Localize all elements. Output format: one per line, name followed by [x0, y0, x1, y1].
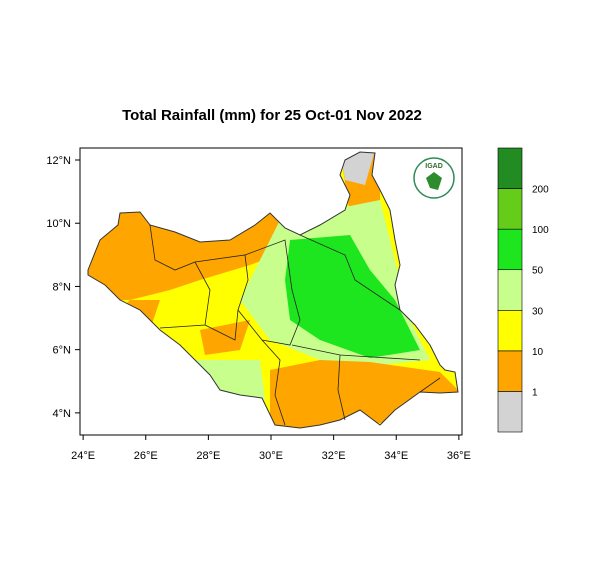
colorbar-segment: [497, 147, 523, 189]
colorbar-segment: [497, 309, 523, 352]
logo: IGAD: [413, 157, 455, 199]
y-tick-label: 12°N: [46, 155, 71, 167]
x-tick-label: 34°E: [384, 450, 408, 462]
colorbar-segment: [497, 269, 523, 311]
y-tick-label: 4°N: [53, 408, 72, 420]
chart-title: Total Rainfall (mm) for 25 Oct-01 Nov 20…: [122, 107, 422, 124]
logo-text: IGAD: [425, 163, 443, 170]
x-tick-label: 26°E: [134, 450, 158, 462]
country-border: [87, 151, 459, 429]
x-tick-label: 36°E: [447, 450, 471, 462]
colorbar-segment: [497, 228, 523, 271]
x-tick-label: 32°E: [322, 450, 346, 462]
y-tick-label: 8°N: [53, 281, 72, 293]
x-tick-label: 30°E: [259, 450, 283, 462]
x-tick-label: 24°E: [71, 450, 95, 462]
state-borders: [149, 224, 441, 426]
colorbar-segment: [497, 350, 523, 392]
colorbar-segment: [497, 188, 523, 230]
colorbar-label: 1: [532, 387, 538, 398]
x-tick-label: 28°E: [196, 450, 220, 462]
colorbar-label: 100: [532, 225, 549, 236]
y-tick-label: 6°N: [53, 345, 72, 357]
colorbar-label: 200: [532, 185, 549, 196]
y-tick-label: 10°N: [46, 218, 71, 230]
colorbar-label: 30: [532, 306, 544, 317]
colorbar-label: 10: [532, 347, 544, 358]
colorbar-label: 50: [532, 266, 544, 277]
colorbar-segment: [497, 391, 523, 433]
